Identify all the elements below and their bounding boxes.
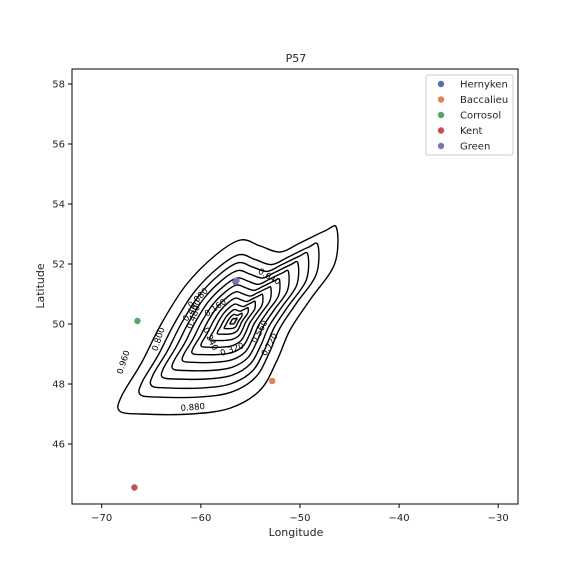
contour-line [229,317,238,325]
contour-line [138,242,320,399]
legend-label: Kent [460,126,483,137]
x-tick-label: −30 [488,513,509,524]
contour-line [160,260,300,381]
legend-label: Corrosol [460,111,501,122]
y-tick-label: 54 [52,200,65,211]
contour-line [117,225,339,416]
contour-label: 0.880 [180,402,205,414]
contour-line [216,306,250,335]
x-axis-label: Longitude [269,526,324,539]
y-axis: 46 48 50 52 54 56 58 [52,80,72,451]
legend-box [425,74,514,156]
legend-marker [437,142,445,150]
x-tick-label: −50 [289,513,310,524]
point-corrosol [134,317,141,325]
y-tick-label: 58 [52,80,65,91]
chart-title: P57 [286,52,307,65]
legend: Hernyken Baccalieu Corrosol Kent Green [425,74,514,156]
x-axis: −70 −60 −50 −40 −30 [91,504,509,524]
plot-frame [71,68,519,505]
y-tick-label: 50 [52,320,65,331]
legend-label: Green [460,142,490,153]
contour-line [171,269,290,372]
legend-marker [437,127,445,134]
contour-line [149,251,310,390]
y-tick-label: 52 [52,260,65,271]
x-tick-label: −70 [91,513,112,524]
legend-marker [437,111,445,119]
point-baccalieu [269,377,276,385]
contour-group [117,225,339,416]
contour-line [181,277,281,364]
y-tick-label: 56 [52,140,65,151]
contour-line [223,312,243,330]
point-kent [131,484,138,491]
y-tick-label: 48 [52,380,65,391]
scatter-points [131,277,276,491]
legend-label: Hernyken [460,80,508,91]
point-green [233,277,240,284]
legend-marker [437,96,445,103]
y-axis-label: Latitude [34,263,47,309]
x-tick-label: −40 [389,513,410,524]
legend-label: Baccalieu [460,95,508,106]
x-tick-label: −60 [190,513,211,524]
contour-line [200,293,264,349]
y-tick-label: 46 [52,440,65,451]
legend-marker [437,80,445,88]
contour-line [191,285,272,356]
contour-line [208,300,257,342]
